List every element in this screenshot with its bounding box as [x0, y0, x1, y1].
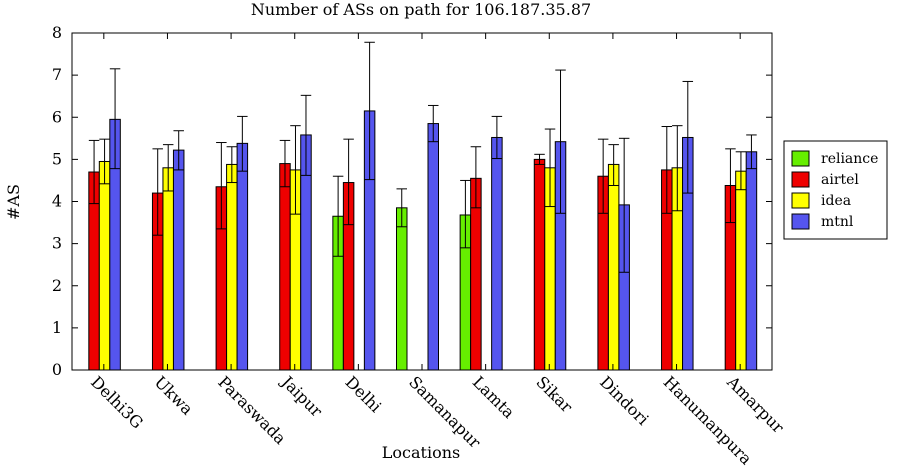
x-tick-label: Delhi3G: [87, 372, 147, 432]
y-tick-label: 2: [52, 276, 62, 295]
bar-airtel: [533, 158, 546, 371]
y-tick-label: 8: [52, 23, 62, 42]
y-tick-label: 5: [52, 149, 62, 168]
legend-swatch-mtnl: [791, 213, 810, 230]
bar-idea: [607, 163, 620, 371]
x-tick-label: Dindori: [596, 372, 652, 428]
bar-idea: [98, 160, 111, 371]
bar-reliance: [396, 207, 408, 371]
bar-mtnl: [745, 151, 758, 371]
legend-label-mtnl: mtnl: [821, 214, 854, 230]
x-tick-label: Amarpur: [723, 372, 788, 437]
y-tick-label: 7: [52, 65, 62, 84]
x-tick-label: Lamta: [469, 372, 519, 422]
y-axis-label: #AS: [4, 184, 23, 220]
legend-label-idea: idea: [821, 193, 851, 209]
x-tick-label: Jaipur: [276, 371, 326, 421]
bar-idea: [162, 167, 174, 371]
x-tick-label: Ukwa: [151, 372, 198, 419]
legend-swatch-idea: [791, 192, 810, 209]
x-axis-label: Locations: [382, 443, 460, 462]
y-tick-label: 4: [52, 192, 62, 211]
legend-swatch-reliance: [791, 150, 810, 167]
legend-label-reliance: reliance: [821, 151, 878, 167]
bar-mtnl: [172, 149, 185, 371]
y-tick-label: 1: [52, 318, 62, 337]
bar-mtnl: [236, 142, 249, 371]
legend-label-airtel: airtel: [821, 172, 859, 188]
chart-title: Number of ASs on path for 106.187.35.87: [251, 0, 591, 19]
y-tick-label: 6: [52, 107, 62, 126]
x-tick-label: Sikar: [532, 372, 576, 416]
bar-airtel: [279, 163, 291, 371]
bar-mtnl: [491, 136, 503, 371]
y-tick-label: 0: [52, 360, 62, 379]
legend-swatch-airtel: [791, 171, 810, 188]
x-tick-label: Delhi: [342, 372, 386, 416]
legend: reliance airtel idea mtnl: [783, 140, 888, 240]
bar-idea: [735, 170, 747, 371]
bar-mtnl: [427, 123, 439, 371]
y-tick-label: 3: [52, 234, 62, 253]
bar-idea: [226, 163, 238, 371]
